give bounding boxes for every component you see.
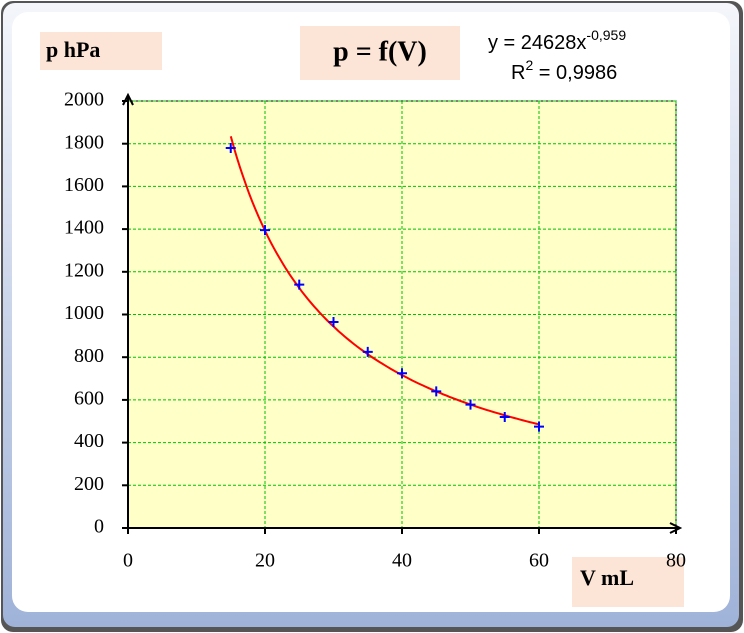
data-point	[465, 399, 476, 410]
y-tick-label: 1400	[64, 217, 104, 239]
y-axis-label: p hPa	[46, 37, 100, 62]
x-tick-label: 80	[666, 550, 686, 572]
x-tick-label: 20	[255, 550, 275, 572]
x-tick-label: 0	[123, 550, 133, 572]
r-squared: R2 = 0,9986	[511, 57, 617, 85]
y-axis	[122, 92, 134, 528]
y-tick-label: 1600	[64, 174, 104, 196]
y-tick-label: 1200	[64, 259, 104, 281]
data-point	[294, 279, 305, 290]
exponent: -0,959	[586, 27, 626, 43]
y-label-box	[40, 32, 162, 70]
r-value: = 0,9986	[533, 62, 617, 84]
title-box	[300, 26, 460, 80]
y-tick-label: 200	[74, 473, 104, 495]
x-tick-label: 60	[529, 550, 549, 572]
y-tick-label: 2000	[64, 89, 104, 111]
trend-equation: y = 24628x-0,959	[488, 27, 626, 55]
r-power: 2	[525, 57, 533, 73]
y-tick-label: 0	[94, 516, 104, 538]
chart-title: p = f(V)	[333, 36, 427, 67]
x-tick-label: 40	[392, 550, 412, 572]
x-axis	[128, 522, 683, 534]
trendline	[229, 136, 540, 426]
y-tick-label: 600	[74, 387, 104, 409]
x-label-box	[572, 557, 684, 607]
equation: y = 24628x	[488, 32, 586, 54]
data-point	[362, 346, 373, 357]
data-point	[431, 386, 442, 397]
y-tick-label: 1000	[64, 302, 104, 324]
y-tick-label: 800	[74, 345, 104, 367]
y-tick-label: 1800	[64, 131, 104, 153]
data-point	[534, 421, 544, 432]
data-point	[328, 316, 339, 327]
y-tick-label: 400	[74, 430, 104, 452]
x-axis-label: V mL	[580, 565, 634, 590]
data-point	[225, 142, 236, 153]
data-point	[397, 368, 407, 379]
data-point	[260, 225, 270, 236]
data-point	[499, 411, 510, 422]
r-label: R	[511, 62, 525, 84]
